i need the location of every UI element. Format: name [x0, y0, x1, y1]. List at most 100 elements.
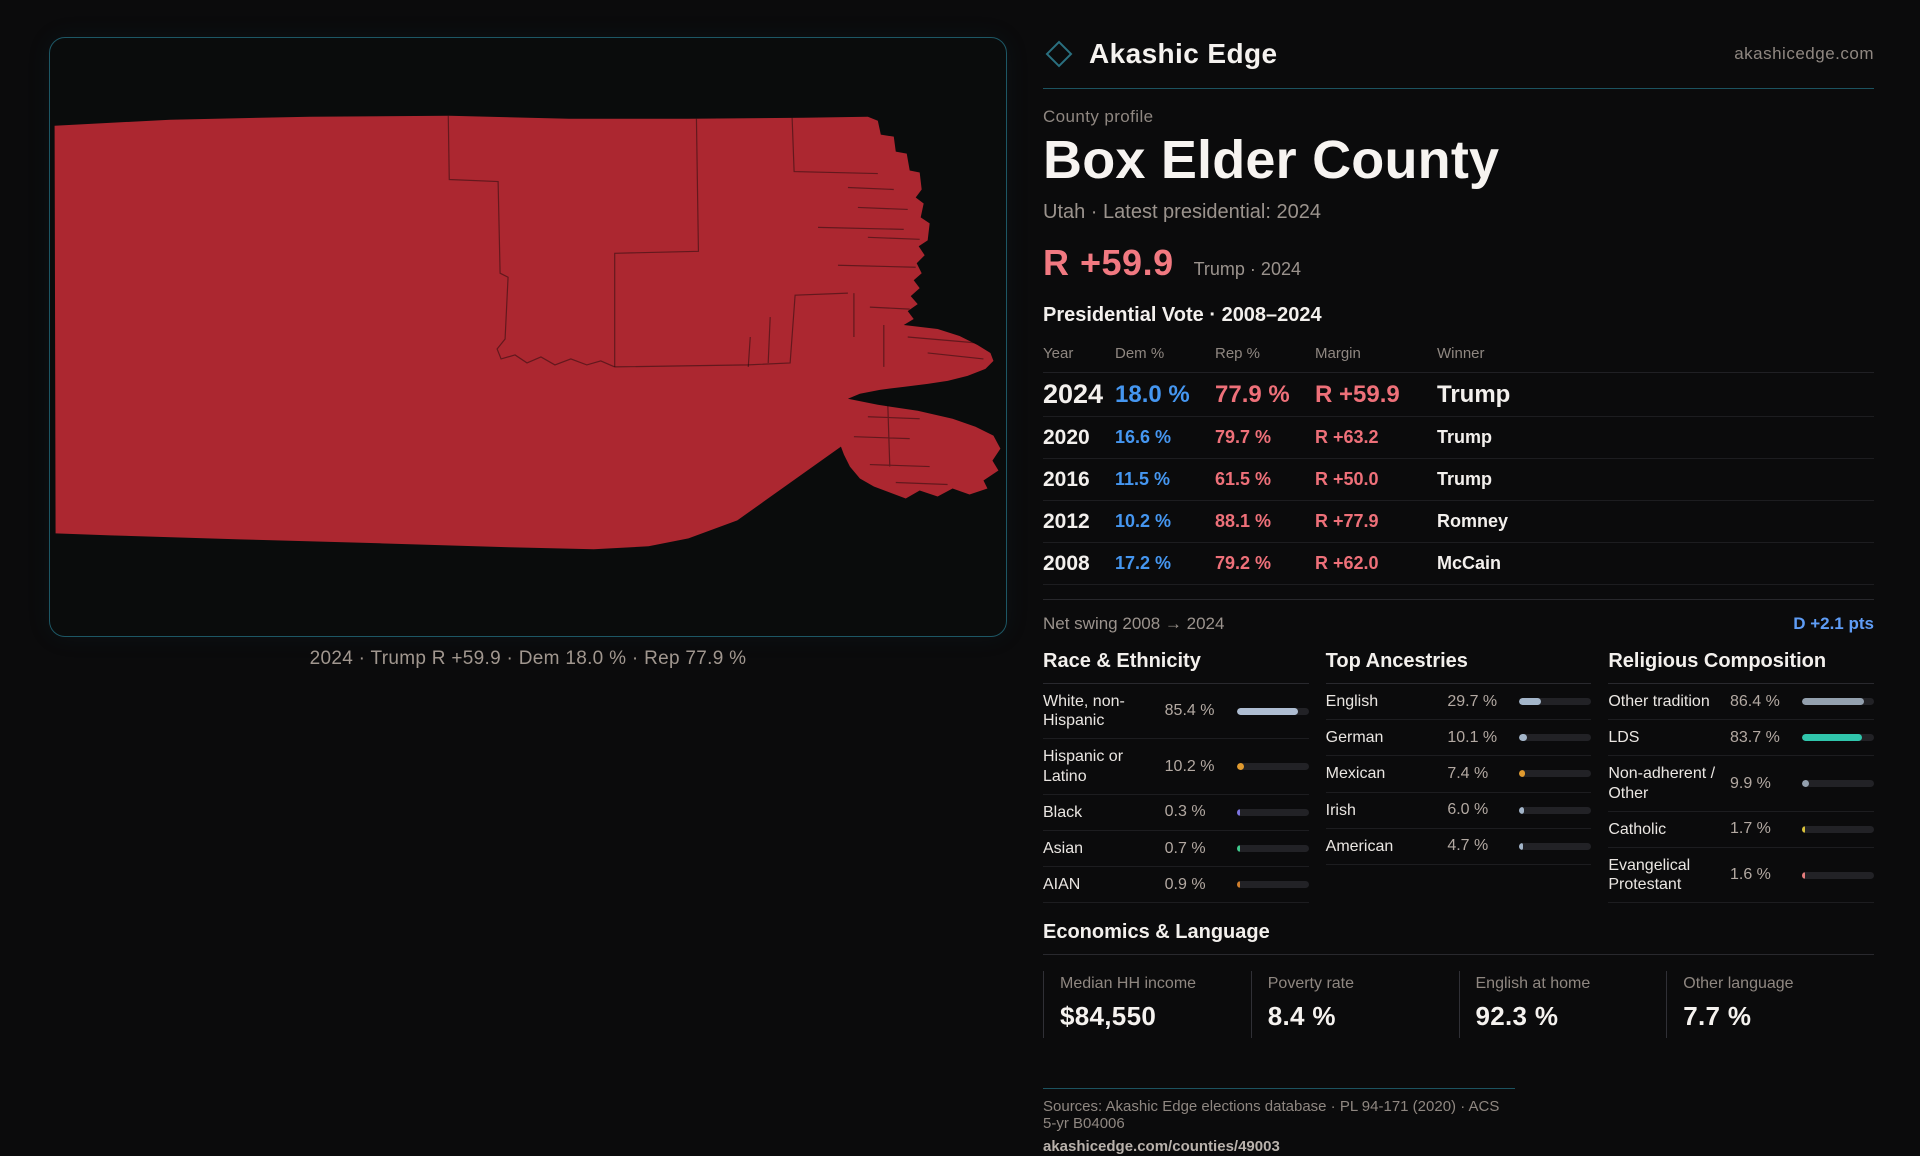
row-winner: Trump	[1437, 427, 1493, 447]
row-dem: 10.2 %	[1115, 511, 1172, 531]
precinct-boundaries	[447, 115, 984, 486]
stat-card: Median HH income $84,550	[1043, 971, 1251, 1039]
row-rep: 88.1 %	[1215, 511, 1272, 531]
bar-track	[1519, 698, 1592, 706]
site-domain-link[interactable]: akashicedge.com	[1734, 44, 1874, 63]
col-year: Year	[1043, 345, 1074, 362]
stat-label: Poverty rate	[1267, 975, 1355, 993]
bar-track	[1519, 770, 1592, 778]
item-value: 4.7 %	[1447, 837, 1489, 855]
list-item: Evangelical Protestant 1.6 %	[1608, 848, 1874, 904]
section-title: Top Ancestries	[1325, 650, 1592, 684]
bar-track	[1801, 780, 1874, 788]
list-item: Catholic 1.7 %	[1608, 812, 1874, 848]
economics-section-title: Economics & Language	[1043, 921, 1874, 956]
row-rep: 79.2 %	[1215, 553, 1272, 573]
item-label: Asian	[1043, 839, 1084, 857]
item-label: Non-adherent / Other	[1608, 765, 1716, 802]
row-year: 2024	[1043, 379, 1104, 409]
item-value: 0.3 %	[1164, 803, 1206, 821]
top-ancestries-column: Top Ancestries English 29.7 % German 10.…	[1325, 650, 1592, 903]
table-row: 2020 16.6 % 79.7 % R +63.2 Trump	[1043, 417, 1874, 459]
bar-fill	[1519, 842, 1523, 850]
bar-track	[1519, 734, 1592, 742]
row-year: 2020	[1043, 425, 1090, 449]
list-item: Mexican 7.4 %	[1325, 756, 1592, 793]
header-divider	[1043, 88, 1874, 89]
county-map	[54, 115, 1001, 550]
vote-table-title: Presidential Vote · 2008–2024	[1043, 304, 1322, 326]
col-dem: Dem %	[1115, 345, 1165, 362]
headline-note: Trump · 2024	[1193, 259, 1301, 279]
brand-name: Akashic Edge	[1089, 38, 1278, 69]
row-margin: R +62.0	[1315, 553, 1379, 573]
item-label: English	[1325, 693, 1379, 710]
religious-composition-column: Religious Composition Other tradition 86…	[1608, 650, 1874, 904]
row-dem: 18.0 %	[1115, 380, 1190, 408]
headline-margin-value: R +59.9	[1043, 242, 1174, 283]
stat-card: Poverty rate 8.4 %	[1250, 971, 1459, 1039]
stat-label: Other language	[1683, 975, 1794, 993]
county-page-link[interactable]: akashicedge.com/counties/49003	[1043, 1138, 1280, 1156]
row-year: 2012	[1043, 509, 1090, 533]
list-item: Non-adherent / Other 9.9 %	[1608, 756, 1874, 812]
section-title: Religious Composition	[1608, 650, 1874, 684]
row-winner: Trump	[1437, 380, 1511, 408]
item-value: 0.7 %	[1164, 839, 1206, 857]
table-row: 2024 18.0 % 77.9 % R +59.9 Trump	[1043, 373, 1874, 417]
bar-fill	[1236, 763, 1244, 771]
item-value: 86.4 %	[1729, 692, 1780, 710]
map-caption: 2024 · Trump R +59.9 · Dem 18.0 % · Rep …	[309, 648, 747, 669]
item-value: 6.0 %	[1447, 801, 1489, 819]
list-item: Hispanic or Latino 10.2 %	[1043, 739, 1309, 795]
item-label: White, non-Hispanic	[1043, 693, 1125, 730]
section-title: Race & Ethnicity	[1043, 650, 1309, 684]
stat-value: 7.7 %	[1683, 1001, 1752, 1032]
item-label: Other tradition	[1608, 693, 1710, 710]
item-label: Irish	[1325, 801, 1356, 819]
footer: Sources: Akashic Edge elections database…	[1043, 1088, 1515, 1156]
bar-fill	[1236, 707, 1299, 715]
item-value: 10.1 %	[1447, 728, 1498, 746]
row-margin: R +77.9	[1315, 511, 1379, 531]
row-winner: McCain	[1437, 553, 1502, 573]
headline-margin-row: R +59.9 Trump · 2024	[1043, 242, 1874, 284]
item-label: American	[1325, 837, 1394, 855]
list-item: AIAN 0.9 %	[1043, 867, 1309, 904]
demographics-section: Race & Ethnicity White, non-Hispanic 85.…	[1043, 650, 1874, 904]
row-dem: 16.6 %	[1115, 427, 1172, 447]
bar-track	[1236, 881, 1309, 889]
item-value: 10.2 %	[1164, 757, 1215, 775]
vote-table-header: Year Dem % Rep % Margin Winner	[1043, 339, 1874, 373]
stat-card: Other language 7.7 %	[1666, 971, 1874, 1039]
bar-track	[1519, 806, 1592, 814]
row-rep: 61.5 %	[1215, 469, 1272, 489]
bar-track	[1801, 871, 1874, 879]
bar-track	[1801, 734, 1874, 742]
row-dem: 11.5 %	[1115, 469, 1171, 489]
row-winner: Romney	[1437, 511, 1509, 531]
item-value: 9.9 %	[1729, 774, 1771, 792]
item-label: Mexican	[1325, 765, 1386, 783]
row-margin: R +59.9	[1315, 380, 1400, 408]
eyebrow-label: County profile	[1043, 107, 1154, 126]
list-item: White, non-Hispanic 85.4 %	[1043, 684, 1309, 740]
bar-track	[1236, 808, 1309, 816]
table-row: 2012 10.2 % 88.1 % R +77.9 Romney	[1043, 501, 1874, 543]
list-item: English 29.7 %	[1325, 684, 1592, 721]
brand: Akashic Edge	[1043, 38, 1277, 70]
item-value: 1.7 %	[1729, 820, 1771, 838]
stat-value: 8.4 %	[1267, 1001, 1336, 1032]
item-label: Catholic	[1608, 820, 1667, 838]
page-subtitle: Utah · Latest presidential: 2024	[1043, 201, 1321, 223]
list-item: LDS 83.7 %	[1608, 720, 1874, 757]
bar-track	[1236, 763, 1309, 771]
row-year: 2016	[1043, 467, 1090, 491]
bar-fill	[1801, 825, 1805, 833]
table-row: 2008 17.2 % 79.2 % R +62.0 McCain	[1043, 543, 1874, 585]
row-year: 2008	[1043, 551, 1090, 575]
list-item: Irish 6.0 %	[1325, 793, 1592, 829]
bar-fill	[1519, 698, 1541, 706]
stat-card: English at home 92.3 %	[1458, 971, 1667, 1039]
table-row: 2016 11.5 % 61.5 % R +50.0 Trump	[1043, 459, 1874, 501]
